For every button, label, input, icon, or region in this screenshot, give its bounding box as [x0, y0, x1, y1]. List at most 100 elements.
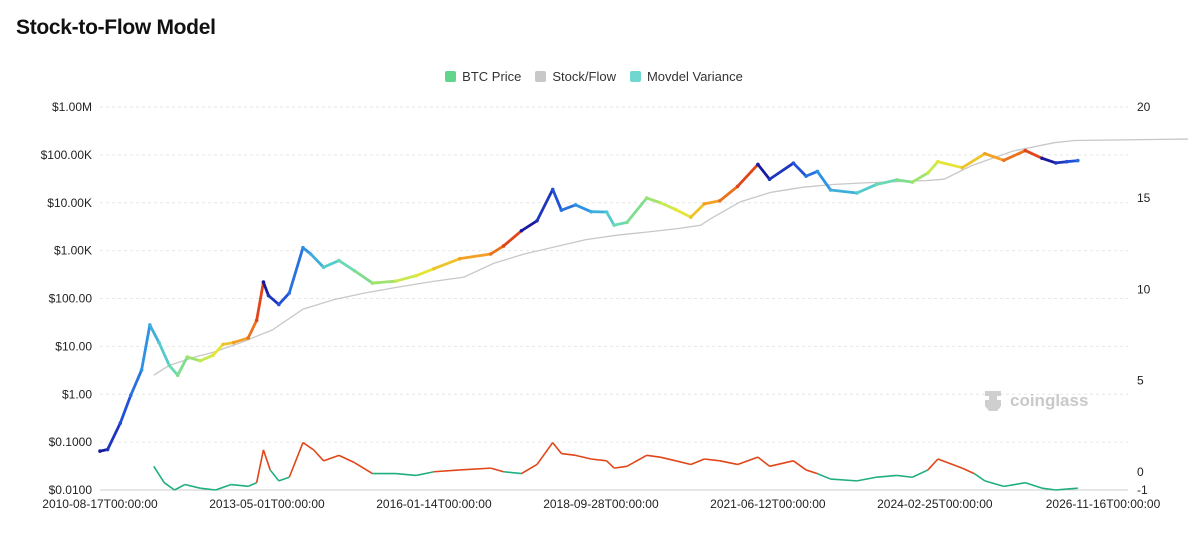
variance-segment	[613, 465, 628, 469]
variance-segment	[575, 454, 592, 460]
variance-segment	[937, 458, 963, 469]
x-tick-label: 2013-05-01T00:00:00	[209, 497, 325, 511]
variance-segment	[646, 454, 661, 458]
variance-segment	[961, 467, 975, 475]
btc-price-segment	[167, 364, 180, 377]
variance-segment	[490, 467, 504, 473]
y-right-tick-label: -1	[1137, 483, 1148, 497]
btc-price-point	[167, 363, 172, 368]
btc-price-point	[432, 266, 436, 271]
btc-price-point	[246, 336, 251, 340]
btc-price-point	[926, 171, 930, 175]
btc-price-point	[231, 340, 236, 345]
btc-price-segment	[129, 368, 143, 397]
y-right-tick-label: 10	[1137, 282, 1151, 296]
variance-segment	[231, 483, 249, 488]
btc-price-point	[105, 447, 110, 452]
btc-price-point	[276, 302, 281, 307]
y-left-tick-label: $0.1000	[49, 435, 93, 449]
btc-price-point	[910, 180, 915, 184]
variance-segment	[984, 480, 1005, 488]
variance-segment	[561, 452, 576, 457]
legend-swatch-btc-price	[445, 71, 457, 82]
btc-price-segment	[1040, 156, 1058, 165]
btc-price-segment	[983, 152, 1006, 162]
legend-item-stock-flow[interactable]: Stock/Flow	[535, 69, 616, 84]
variance-segment	[262, 449, 271, 471]
btc-price-segment	[287, 246, 305, 295]
btc-price-point	[175, 373, 180, 377]
btc-price-point	[815, 169, 820, 174]
btc-price-point	[702, 202, 707, 206]
btc-price-point	[139, 368, 144, 372]
variance-segment	[704, 458, 720, 462]
y-left-tick-label: $1.00K	[54, 244, 92, 258]
btc-price-point	[337, 258, 341, 263]
legend-item-btc-price[interactable]: BTC Price	[445, 69, 521, 84]
y-right-tick-label: 15	[1137, 191, 1151, 205]
btc-price-point	[828, 188, 833, 192]
variance-segment	[521, 463, 538, 475]
btc-price-point	[1001, 158, 1006, 163]
variance-segment	[830, 478, 857, 482]
btc-price-point	[658, 200, 663, 205]
btc-price-segment	[140, 323, 152, 372]
btc-price-segment	[926, 160, 940, 175]
btc-price-point	[488, 252, 493, 256]
btc-price-segment	[1054, 160, 1069, 165]
btc-price-point	[559, 208, 564, 212]
variance-segment	[626, 454, 648, 467]
legend-item-model-variance[interactable]: Movdel Variance	[629, 69, 743, 84]
legend-swatch-model-variance	[629, 71, 641, 82]
btc-price-segment	[612, 220, 629, 227]
variance-segment	[278, 476, 290, 482]
legend-swatch-stock-flow	[535, 71, 547, 82]
btc-price-segment	[768, 161, 795, 181]
btc-price-segment	[267, 294, 281, 306]
btc-price-point	[718, 198, 722, 203]
btc-price-point	[535, 218, 539, 223]
coinglass-logo-icon	[985, 391, 1001, 411]
btc-price-point	[98, 449, 102, 453]
btc-price-segment	[855, 183, 878, 195]
btc-price-point	[301, 245, 305, 250]
btc-price-point	[573, 203, 578, 207]
btc-price-point	[791, 161, 796, 166]
btc-price-point	[457, 256, 462, 261]
btc-price-segment	[718, 184, 740, 203]
variance-segment	[247, 481, 257, 488]
btc-price-segment	[394, 274, 418, 283]
btc-price-point	[308, 252, 313, 256]
btc-price-point	[157, 340, 161, 345]
y-left-tick-label: $1.00	[62, 387, 92, 401]
btc-price-segment	[960, 152, 987, 170]
btc-price-point	[321, 265, 326, 270]
btc-price-segment	[198, 353, 215, 363]
btc-price-point	[625, 220, 629, 225]
btc-price-point	[1040, 156, 1044, 161]
variance-segment	[660, 456, 676, 462]
btc-price-segment	[185, 355, 202, 363]
btc-price-point	[185, 355, 190, 359]
variance-segment	[269, 469, 280, 482]
chart-legend: BTC Price Stock/Flow Movdel Variance	[0, 69, 1188, 84]
btc-price-point	[756, 162, 760, 167]
variance-segment	[1055, 488, 1067, 491]
variance-segment	[690, 458, 705, 466]
btc-price-point	[393, 279, 398, 283]
btc-price-point	[519, 228, 524, 233]
btc-price-segment	[277, 291, 291, 306]
variance-segment	[876, 474, 897, 479]
variance-segment	[255, 449, 265, 483]
btc-price-segment	[148, 323, 161, 344]
btc-price-segment	[1065, 159, 1080, 164]
variance-segment	[1003, 481, 1026, 488]
btc-price-segment	[791, 161, 808, 178]
btc-price-point	[128, 393, 133, 398]
variance-segment	[757, 456, 771, 467]
y-left-tick-label: $100.00	[49, 292, 93, 306]
y-left-tick-label: $10.00	[55, 339, 92, 353]
btc-price-point	[895, 178, 899, 182]
btc-price-segment	[246, 318, 259, 340]
